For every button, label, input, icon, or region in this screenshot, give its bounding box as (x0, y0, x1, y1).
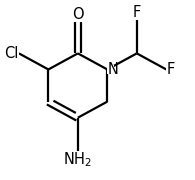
FancyBboxPatch shape (5, 48, 19, 58)
Text: Cl: Cl (4, 46, 19, 61)
Text: F: F (166, 62, 175, 77)
FancyBboxPatch shape (107, 65, 114, 74)
FancyBboxPatch shape (72, 151, 84, 161)
FancyBboxPatch shape (166, 65, 173, 74)
Text: NH$_2$: NH$_2$ (63, 151, 92, 169)
FancyBboxPatch shape (133, 10, 140, 20)
Text: F: F (133, 5, 141, 20)
FancyBboxPatch shape (73, 12, 83, 22)
Text: N: N (107, 62, 118, 77)
Text: O: O (72, 7, 84, 22)
